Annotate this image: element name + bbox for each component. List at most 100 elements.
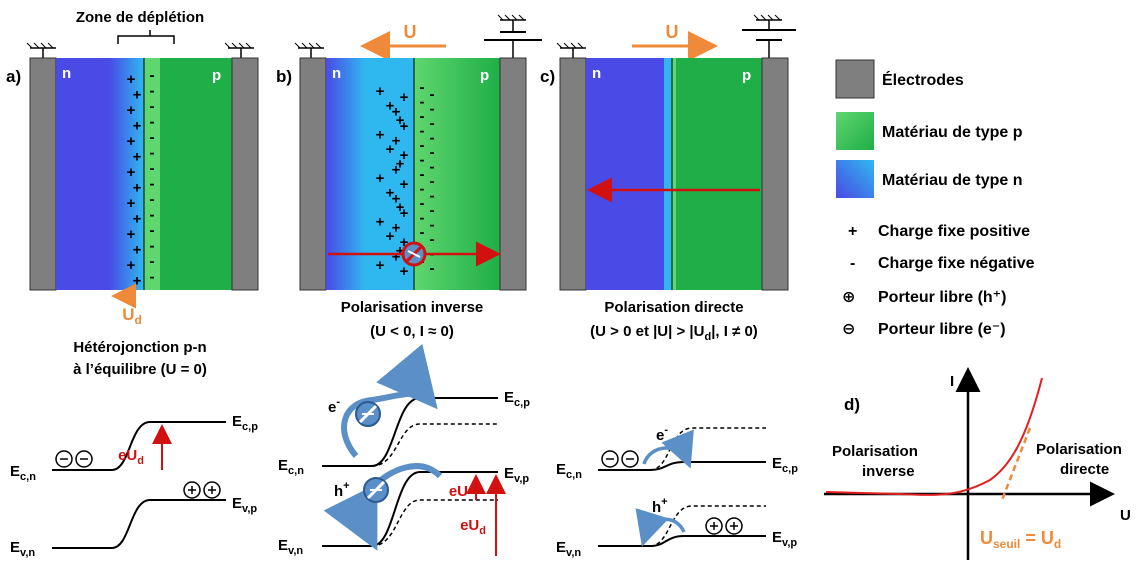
holes-c	[705, 517, 743, 535]
positive-charge: +	[400, 234, 409, 251]
positive-charge: +	[392, 133, 401, 150]
negative-charge: -	[430, 159, 435, 176]
negative-charge: -	[420, 108, 425, 125]
ecn-label-c: Ec,n	[556, 461, 582, 481]
positive-charge: +	[127, 133, 136, 150]
i-axis-label: I	[950, 373, 954, 390]
legend: Électrodes Matériau de type p Matériau d…	[835, 59, 1035, 338]
positive-charge: +	[400, 118, 409, 135]
electrode-right-b	[499, 57, 527, 291]
ecp-label-b: Ec,p	[504, 389, 530, 409]
blocked-carrier-b	[401, 241, 427, 267]
forward-label-line2: directe	[1060, 461, 1109, 478]
positive-charge: +	[376, 257, 385, 274]
caption-c-line1: Polarisation directe	[604, 299, 743, 316]
positive-charge: +	[133, 118, 142, 135]
ground-right-a	[224, 42, 254, 58]
p-depletion-a	[144, 58, 160, 290]
negative-charge: -	[150, 83, 155, 100]
u-axis-label: U	[1120, 507, 1131, 524]
positive-charge: +	[396, 156, 405, 173]
zone-depletion-label: Zone de déplétion	[76, 9, 204, 26]
electrode-right-a	[231, 57, 259, 291]
p-label-a: p	[212, 67, 221, 84]
reverse-label-line2: inverse	[862, 463, 915, 480]
n-depletion-c	[664, 58, 672, 290]
positive-charges-a: ++++++++++++++	[127, 71, 142, 290]
positive-charge: +	[127, 102, 136, 119]
ecp-label-c: Ec,p	[772, 455, 798, 475]
p-depletion-c	[672, 58, 676, 290]
negative-charge: -	[420, 123, 425, 140]
caption-b-line2: (U < 0, I ≈ 0)	[370, 323, 454, 340]
valence-band-c	[598, 535, 766, 547]
depletion-brace	[117, 30, 175, 44]
negative-charge: -	[430, 202, 435, 219]
positive-charge: +	[392, 220, 401, 237]
negative-charge: -	[430, 101, 435, 118]
negative-charge: -	[150, 114, 155, 131]
negative-charge: -	[430, 188, 435, 205]
positive-charge: +	[400, 89, 409, 106]
negative-charge: -	[420, 94, 425, 111]
legend-electrodes: Électrodes	[882, 70, 964, 89]
negative-charge: -	[150, 129, 155, 146]
n-region-a	[56, 58, 144, 290]
caption-a-line2: à l’équilibre (U = 0)	[73, 361, 207, 378]
caption-c-line2: (U > 0 et |U| > |Ud|, I ≠ 0)	[590, 323, 758, 343]
positive-charge: +	[400, 263, 409, 280]
ecp-label-a: Ec,p	[232, 413, 258, 433]
positive-charge: +	[133, 180, 142, 197]
electron-path-b	[341, 343, 438, 458]
ecn-label-b: Ec,n	[278, 457, 304, 477]
h-label-b: h+	[334, 480, 350, 500]
iv-curve	[825, 377, 1043, 496]
n-region-c	[586, 58, 666, 290]
positive-charge: +	[133, 149, 142, 166]
positive-charge: +	[127, 164, 136, 181]
p-label-b: p	[480, 67, 489, 84]
blocked-electron-b	[355, 401, 381, 427]
electron-path-c	[642, 429, 694, 469]
legend-hole-symbol: ⊕	[842, 289, 855, 306]
u-label-b: U	[404, 22, 417, 42]
positive-charge: +	[386, 141, 395, 158]
negative-charges-a: --------------	[150, 67, 155, 286]
voltage-source-c	[742, 14, 796, 58]
voltage-source-b	[484, 14, 542, 58]
negative-charge: -	[150, 269, 155, 286]
conduction-band-a	[52, 421, 226, 471]
positive-charge: +	[133, 87, 142, 104]
positive-charge: +	[376, 127, 385, 144]
positive-charge: +	[386, 185, 395, 202]
ud-label: Ud	[122, 305, 142, 327]
ground-left-b	[294, 42, 324, 58]
positive-charge: +	[376, 214, 385, 231]
n-label-c: n	[592, 65, 601, 82]
n-label-b: n	[332, 65, 341, 82]
legend-n-material: Matériau de type n	[882, 172, 1022, 189]
evn-label-a: Ev,n	[10, 539, 35, 559]
negative-charge: -	[430, 260, 435, 277]
caption-b-line1: Polarisation inverse	[341, 299, 484, 316]
electrons-c	[601, 450, 639, 468]
evp-label-c: Ev,p	[772, 529, 797, 549]
n-region-b	[326, 58, 414, 290]
electrode-left-b	[299, 57, 327, 291]
negative-charge: -	[420, 152, 425, 169]
ground-left-c	[556, 42, 586, 58]
panel-c: c) U n p Polarisation directe (U > 0 et …	[540, 14, 796, 343]
hole-path-c	[635, 508, 686, 547]
electrode-right-c	[761, 57, 789, 291]
negative-charge: -	[420, 79, 425, 96]
positive-charge: +	[396, 199, 405, 216]
panel-c-letter: c)	[540, 67, 555, 86]
negative-charge: -	[420, 181, 425, 198]
legend-negative-charge: Charge fixe négative	[878, 255, 1035, 272]
threshold-tangent	[1000, 427, 1032, 501]
n-label-a: n	[62, 65, 71, 82]
legend-electrode-swatch	[835, 59, 875, 99]
legend-free-hole: Porteur libre (h⁺)	[878, 289, 1006, 306]
conduction-band-equilibrium-b	[371, 423, 498, 467]
